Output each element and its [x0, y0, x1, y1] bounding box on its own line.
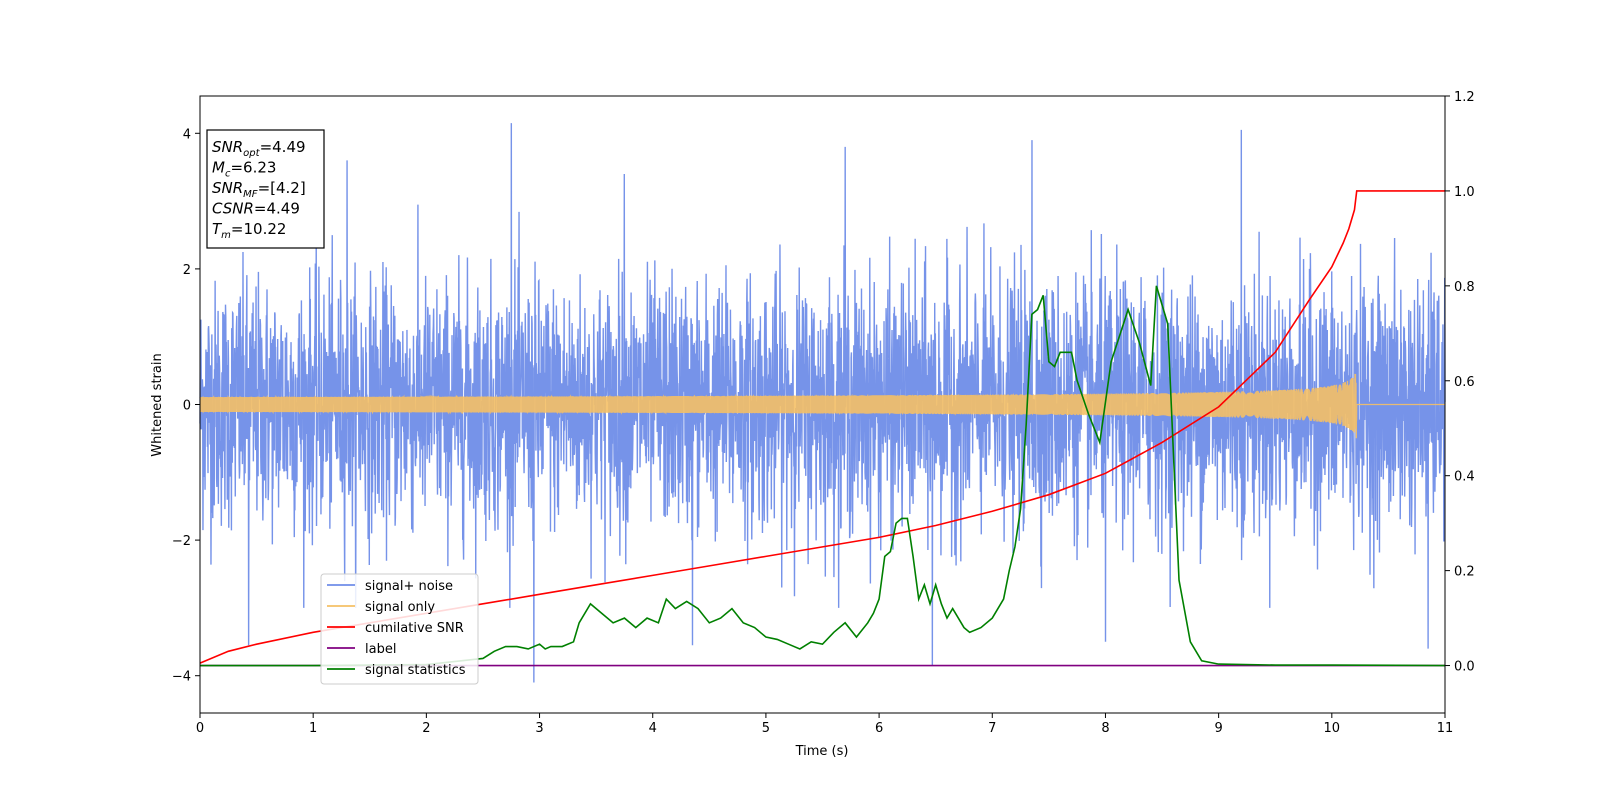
right-y-axis-ticks: 0.0 0.2 0.4 0.6 0.8 1.0 1.2: [1445, 90, 1475, 675]
left-y-tick-label: 4: [183, 127, 191, 142]
x-tick-label: 5: [762, 721, 770, 736]
x-axis-ticks: 0 1 2 3 4 5 6 7 8 9 10 11: [196, 713, 1453, 736]
x-tick-label: 10: [1324, 721, 1341, 736]
x-tick-label: 6: [875, 721, 883, 736]
left-y-tick-label: −4: [172, 670, 191, 685]
x-tick-label: 11: [1437, 721, 1454, 736]
left-y-tick-label: −2: [172, 534, 191, 549]
annotation-line: SNRMF=[4.2]: [212, 179, 306, 200]
right-y-tick-label: 0.8: [1454, 280, 1475, 295]
right-y-tick-label: 0.4: [1454, 470, 1475, 485]
x-tick-label: 2: [422, 721, 430, 736]
legend-item: label: [327, 642, 396, 657]
legend-label: signal only: [365, 600, 435, 615]
x-tick-label: 7: [988, 721, 996, 736]
left-y-axis-ticks: −4 −2 0 2 4: [172, 127, 200, 685]
right-y-tick-label: 0.2: [1454, 565, 1475, 580]
annotation-line: Mc=6.23: [212, 159, 276, 180]
signal-only-line: [199, 373, 1445, 439]
legend-frame: [320, 573, 479, 685]
annotation-line: CSNR=4.49: [212, 200, 300, 218]
right-y-tick-label: 0.0: [1454, 660, 1475, 675]
annotation-frame: [206, 129, 325, 249]
annotation-line: Tm=10.22: [212, 220, 286, 241]
signal-only-series: [199, 373, 1445, 439]
x-tick-label: 8: [1101, 721, 1109, 736]
left-y-tick-label: 2: [183, 263, 191, 278]
legend: signal+ noise signal only cumilative SNR la…: [320, 573, 479, 685]
x-tick-label: 9: [1214, 721, 1222, 736]
right-y-tick-label: 1.0: [1454, 185, 1475, 200]
right-y-tick-label: 1.2: [1454, 90, 1475, 105]
x-tick-label: 3: [535, 721, 543, 736]
legend-label: signal+ noise: [365, 579, 453, 594]
left-y-tick-label: 0: [183, 399, 191, 414]
right-y-tick-label: 0.6: [1454, 375, 1475, 390]
legend-item: signal statistics: [327, 663, 466, 678]
legend-item: signal only: [327, 600, 435, 615]
legend-label: signal statistics: [365, 663, 466, 678]
signal-statistics-line: [200, 285, 1446, 667]
y-axis-label: Whitened strain: [150, 353, 165, 456]
x-tick-label: 4: [649, 721, 657, 736]
legend-label: label: [365, 642, 396, 657]
annotation-line: SNRopt=4.49: [212, 138, 306, 159]
x-tick-label: 0: [196, 721, 204, 736]
legend-item: signal+ noise: [327, 579, 453, 594]
x-tick-label: 1: [309, 721, 317, 736]
legend-item: cumilative SNR: [327, 621, 464, 636]
x-axis-label: Time (s): [795, 744, 849, 759]
legend-label: cumilative SNR: [365, 621, 464, 636]
